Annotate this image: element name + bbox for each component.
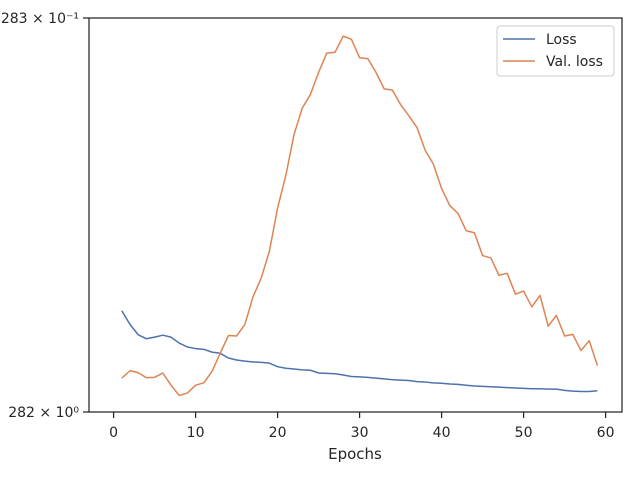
plot-frame — [88, 17, 623, 413]
series-layer — [121, 35, 599, 397]
y-tick-label: 282 × 10⁰ — [8, 405, 79, 421]
x-tick-label: 60 — [597, 425, 615, 441]
legend: Loss Val. loss — [496, 25, 615, 77]
legend-label-val-loss: Val. loss — [546, 54, 603, 70]
x-tick-label: 50 — [515, 425, 533, 441]
y-tick-label: 283 × 10⁻¹ — [1, 11, 79, 27]
x-tick-label: 30 — [351, 425, 369, 441]
y-axis: 282 × 10⁰ 283 × 10⁻¹ — [1, 11, 89, 421]
series-line-val-loss — [121, 35, 599, 397]
x-axis-label: Epochs — [328, 445, 382, 463]
x-tick-label: 40 — [433, 425, 451, 441]
legend-label-loss: Loss — [546, 32, 577, 48]
x-tick-label: 20 — [269, 425, 287, 441]
x-tick-label: 10 — [187, 425, 205, 441]
series-line-loss — [121, 310, 598, 393]
x-tick-label: 0 — [109, 425, 118, 441]
x-axis: 0 10 20 30 40 50 60 — [109, 412, 615, 441]
